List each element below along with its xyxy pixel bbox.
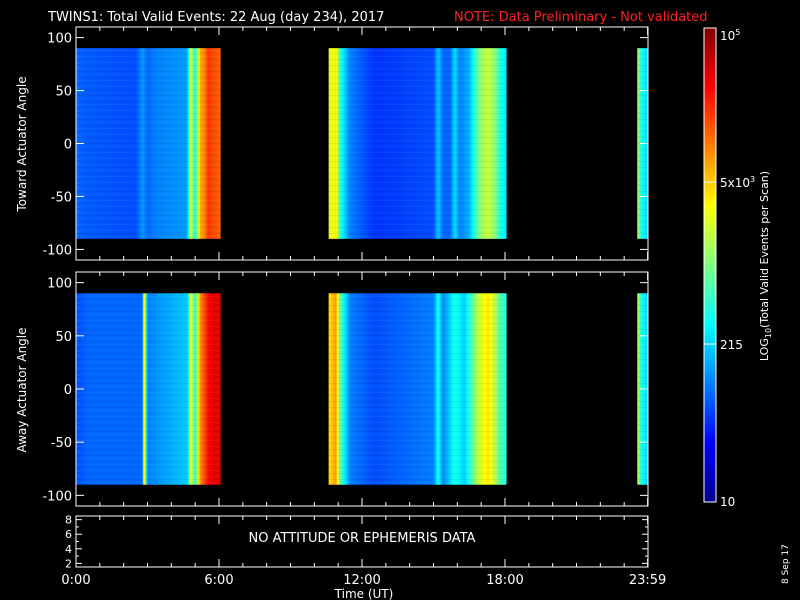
ephemeris-panel: 86 42 0:00 6:00 12:00 18:00 23:59 NO ATTITUDE O… [61,514,666,588]
y-tick-label: 6 [65,528,72,541]
y-tick-label: 100 [47,32,72,47]
colorbar-tick-label: 5x103 [720,175,755,190]
y-tick-label: 50 [55,85,72,100]
y-tick-label: 100 [47,277,72,292]
x-tick-label: 0:00 [61,573,90,588]
toward-heatmap-panel: 100 50 0 -50 -100 [42,26,649,261]
colorbar-gradient [703,27,717,503]
heatmap-texture [76,293,221,485]
x-tick-label: 18:00 [486,573,523,588]
y-tick-label: 2 [65,557,72,570]
y-tick-label: -100 [42,489,72,504]
date-stamp: 8 Sep 17 [781,544,791,584]
y-tick-label: -100 [42,243,72,258]
no-data-message: NO ATTITUDE OR EPHEMERIS DATA [249,531,476,546]
x-tick-label: 12:00 [343,573,380,588]
y-tick-label: 0 [64,138,72,153]
away-y-axis-label: Away Actuator Angle [15,327,29,452]
x-tick-label: 6:00 [204,573,233,588]
heatmap-texture [328,293,507,485]
colorbar-label: LOG10(Total Valid Events per Scan) [758,171,773,361]
colorbar-tick-label: 215 [720,338,743,352]
heatmap-texture [328,48,507,239]
heatmap-texture [76,48,221,239]
chart-title: TWINS1: Total Valid Events: 22 Aug (day … [47,10,384,25]
colorbar-tick-label: 10 [720,495,735,509]
y-tick-label: 8 [65,514,72,527]
y-tick-label: 4 [65,543,72,556]
y-tick-label: -50 [51,190,72,205]
x-tick-label: 23:59 [629,573,666,588]
x-axis-label: Time (UT) [334,587,394,600]
colorbar: 10 215 5x103 105 LOG10(Total Valid Events p… [703,27,773,509]
preliminary-note: NOTE: Data Preliminary - Not validated [454,10,708,25]
y-tick-label: 50 [55,330,72,345]
y-tick-label: -50 [51,436,72,451]
toward-y-axis-label: Toward Actuator Angle [15,76,29,212]
y-tick-label: 0 [64,383,72,398]
away-heatmap-panel: 100 50 0 -50 -100 [42,271,649,507]
colorbar-tick-label: 105 [720,28,740,43]
